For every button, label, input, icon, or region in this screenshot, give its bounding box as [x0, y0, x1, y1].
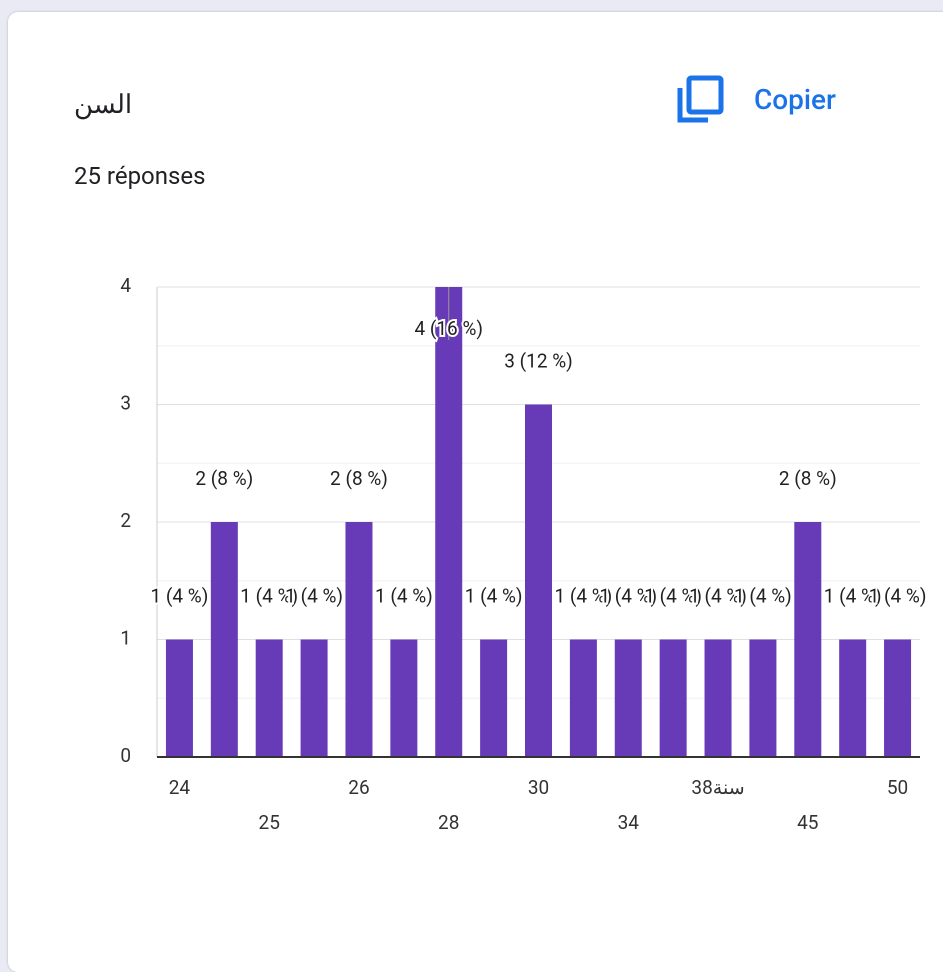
data-label: 1 (4 %) — [644, 585, 702, 608]
page: السن 25 réponses Copier 0 1 2 3 4 24 1 (4 %) 2 … — [8, 12, 943, 972]
data-label: 1 (4 %) — [375, 585, 433, 608]
data-label: 1 (4 %) — [689, 585, 747, 608]
y-tick-label: 0 — [120, 744, 131, 767]
bar — [435, 287, 463, 757]
copy-icon — [677, 75, 724, 123]
data-label: 1 (4 %) — [869, 585, 927, 608]
data-label: 1 (4 %) — [599, 585, 657, 608]
y-tick-label: 2 — [120, 509, 131, 532]
bar — [839, 639, 867, 757]
data-label: 2 (8 %) — [330, 467, 388, 490]
data-label: 1 (4 %) — [465, 585, 523, 608]
data-label: 3 (12 %) — [504, 350, 573, 373]
copy-button[interactable]: Copier — [676, 74, 836, 124]
x-tick-label: 45 — [797, 811, 818, 834]
response-count: 25 réponses — [74, 162, 206, 190]
x-tick-label: 24 — [169, 776, 191, 799]
bar — [255, 639, 283, 757]
bar — [345, 522, 373, 757]
bar — [165, 639, 193, 757]
data-label: 4 (16 %) — [414, 317, 483, 340]
y-tick-label: 3 — [120, 392, 131, 415]
x-tick-label: 30 — [528, 776, 549, 799]
bar — [390, 639, 418, 757]
bar — [569, 639, 597, 757]
x-tick-label: 50 — [887, 776, 908, 799]
question-title: السن — [74, 90, 133, 120]
bar — [210, 522, 238, 757]
data-label: 2 (8 %) — [779, 467, 837, 490]
data-label: 1 (4 %) — [734, 585, 792, 608]
bar — [300, 639, 328, 757]
data-label: 1 (4 %) — [824, 585, 882, 608]
bar — [884, 639, 912, 757]
x-tick-label: 28 — [438, 811, 459, 834]
y-tick-label: 4 — [120, 274, 131, 297]
bar — [480, 639, 508, 757]
bar — [614, 639, 642, 757]
y-tick-label: 1 — [120, 627, 131, 650]
bar — [749, 639, 777, 757]
x-tick-label: 26 — [348, 776, 369, 799]
data-label: 1 (4 %) — [285, 585, 343, 608]
data-label: 2 (8 %) — [195, 467, 253, 490]
data-label: 1 (4 %) — [240, 585, 298, 608]
card: السن 25 réponses Copier — [8, 12, 943, 972]
bar — [659, 639, 687, 757]
x-tick-label: 25 — [259, 811, 280, 834]
x-tick-label: 38سنة — [691, 776, 744, 799]
copy-label[interactable]: Copier — [754, 82, 836, 116]
data-label: 1 (4 %) — [151, 585, 209, 608]
data-label: 1 (4 %) — [554, 585, 612, 608]
bar — [704, 639, 732, 757]
bar — [525, 404, 552, 757]
bar — [794, 522, 822, 757]
x-tick-label: 34 — [618, 811, 640, 834]
